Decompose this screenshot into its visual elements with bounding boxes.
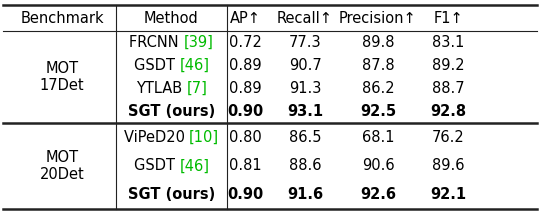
Text: 92.5: 92.5	[360, 104, 396, 119]
Text: 92.1: 92.1	[430, 187, 466, 202]
Text: 86.2: 86.2	[362, 81, 394, 96]
Text: ViPeD20: ViPeD20	[124, 130, 189, 145]
Text: Recall↑: Recall↑	[277, 11, 333, 26]
Text: [7]: [7]	[186, 81, 207, 96]
Text: 68.1: 68.1	[362, 130, 394, 145]
Text: 0.81: 0.81	[230, 158, 262, 173]
Text: Method: Method	[144, 11, 199, 26]
Text: 0.89: 0.89	[230, 81, 262, 96]
Text: 90.6: 90.6	[362, 158, 394, 173]
Text: 91.6: 91.6	[287, 187, 323, 202]
Text: GSDT: GSDT	[133, 58, 179, 73]
Text: 0.89: 0.89	[230, 58, 262, 73]
Text: 0.90: 0.90	[227, 104, 264, 119]
Text: 0.90: 0.90	[227, 187, 264, 202]
Text: 77.3: 77.3	[289, 35, 321, 50]
Text: 76.2: 76.2	[432, 130, 464, 145]
Text: 86.5: 86.5	[289, 130, 321, 145]
Text: SGT (ours): SGT (ours)	[128, 187, 215, 202]
Text: YTLAB: YTLAB	[136, 81, 186, 96]
Text: [39]: [39]	[184, 35, 213, 50]
Text: 87.8: 87.8	[362, 58, 394, 73]
Text: GSDT: GSDT	[133, 158, 179, 173]
Text: 88.6: 88.6	[289, 158, 321, 173]
Text: 89.2: 89.2	[432, 58, 464, 73]
Text: [46]: [46]	[179, 58, 210, 73]
Text: 92.8: 92.8	[430, 104, 466, 119]
Text: Precision↑: Precision↑	[339, 11, 417, 26]
Text: FRCNN: FRCNN	[130, 35, 184, 50]
Text: 88.7: 88.7	[432, 81, 464, 96]
Text: Benchmark: Benchmark	[21, 11, 104, 26]
Text: F1↑: F1↑	[433, 11, 463, 26]
Text: 0.80: 0.80	[230, 130, 262, 145]
Text: SGT (ours): SGT (ours)	[128, 104, 215, 119]
Text: 92.6: 92.6	[360, 187, 396, 202]
Text: [46]: [46]	[179, 158, 210, 173]
Text: 0.72: 0.72	[230, 35, 262, 50]
Text: 93.1: 93.1	[287, 104, 323, 119]
Text: AP↑: AP↑	[230, 11, 261, 26]
Text: MOT
17Det: MOT 17Det	[40, 61, 84, 93]
Text: MOT
20Det: MOT 20Det	[40, 150, 84, 182]
Text: [10]: [10]	[189, 130, 219, 145]
Text: 89.6: 89.6	[432, 158, 464, 173]
Text: 83.1: 83.1	[432, 35, 464, 50]
Text: 90.7: 90.7	[289, 58, 321, 73]
Text: 89.8: 89.8	[362, 35, 394, 50]
Text: 91.3: 91.3	[289, 81, 321, 96]
